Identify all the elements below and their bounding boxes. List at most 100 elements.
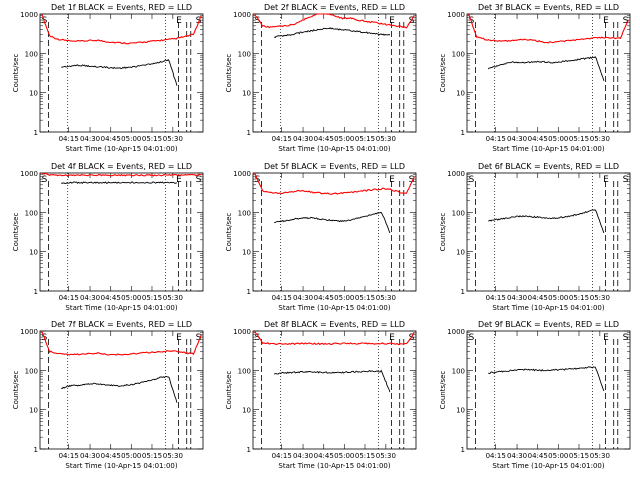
det-8-x-tick-label: 05:30 [376, 452, 396, 460]
det-9-marker-s: S [469, 333, 475, 343]
det-2-lld-series-line [254, 13, 415, 29]
det-2-marker-s: S [255, 16, 261, 26]
det-7-y-tick-label: 1 [34, 446, 38, 454]
det-6-y-tick-label: 100 [452, 209, 465, 217]
det-1-x-axis-label: Start Time (10-Apr-15 04:01:00) [65, 145, 177, 153]
det-9-x-tick-label: 05:30 [590, 452, 610, 460]
det-1-y-axis-label: Counts/sec [12, 54, 20, 93]
det-6-x-tick-label: 04:15 [486, 294, 506, 302]
det-5-x-tick-label: 04:15 [272, 294, 292, 302]
det-6-y-tick-label: 1000 [447, 170, 465, 178]
det-6-y-tick-label: 1 [461, 288, 465, 296]
det-9-plot-frame [466, 330, 631, 450]
det-3-y-axis-label: Counts/sec [439, 54, 447, 93]
det-8-title: Det 8f BLACK = Events, RED = LLD [264, 320, 405, 329]
det-1-y-tick-label: 1 [34, 129, 38, 137]
det-6-marker-s: S [623, 175, 629, 185]
det-3-plot-frame [466, 13, 631, 133]
det-6-y-axis-label: Counts/sec [439, 213, 447, 252]
det-3-x-tick-label: 05:00 [548, 135, 568, 143]
det-8-marker-s: S [255, 333, 261, 343]
det-9-x-tick-label: 05:15 [569, 452, 589, 460]
det-2-x-tick-label: 05:30 [376, 135, 396, 143]
det-6-y-tick-label: 10 [456, 249, 465, 257]
det-8-plot-frame [252, 330, 417, 450]
det-1-x-tick-label: 05:00 [121, 135, 141, 143]
det-9-y-tick-label: 1 [461, 446, 465, 454]
det-4-lld-series-line [41, 172, 202, 177]
det-9-events-series-line [488, 366, 605, 392]
det-7-x-axis-label: Start Time (10-Apr-15 04:01:00) [65, 462, 177, 470]
det-5-y-tick-label: 100 [238, 209, 251, 217]
det-6-x-tick-label: 04:30 [507, 294, 527, 302]
det-8-marker-s: S [409, 333, 415, 343]
det-8-y-tick-label: 1 [247, 446, 251, 454]
det-4-x-tick-label: 04:45 [101, 294, 121, 302]
det-1-x-tick-label: 04:15 [59, 135, 79, 143]
det-3-marker-e: E [603, 16, 609, 26]
det-5-marker-e: E [389, 175, 395, 185]
det-5-y-axis-label: Counts/sec [225, 213, 233, 252]
det-4-x-tick-label: 05:00 [121, 294, 141, 302]
det-5-events-series-line [274, 212, 391, 234]
det-5-plot-frame [252, 172, 417, 292]
det-2-title: Det 2f BLACK = Events, RED = LLD [264, 3, 405, 12]
det-7-y-tick-label: 10 [29, 407, 38, 415]
det-3-x-tick-label: 05:30 [590, 135, 610, 143]
det-5-y-tick-label: 1000 [233, 170, 251, 178]
det-7-x-tick-label: 04:30 [80, 452, 100, 460]
det-5-x-tick-label: 05:15 [355, 294, 375, 302]
det-8-x-tick-label: 04:45 [314, 452, 334, 460]
det-2-y-tick-label: 1 [247, 129, 251, 137]
det-6-x-tick-label: 05:00 [548, 294, 568, 302]
det-4-x-tick-label: 04:30 [80, 294, 100, 302]
det-1-x-tick-label: 04:30 [80, 135, 100, 143]
det-5-title: Det 5f BLACK = Events, RED = LLD [264, 162, 405, 171]
det-1-x-tick-label: 05:15 [142, 135, 162, 143]
det-2-events-series-line [273, 27, 391, 39]
det-1-x-tick-label: 05:30 [163, 135, 183, 143]
det-1-marker-e: E [176, 16, 182, 26]
det-3-x-axis-label: Start Time (10-Apr-15 04:01:00) [492, 145, 604, 153]
det-8-y-tick-label: 100 [238, 367, 251, 375]
det-9-x-tick-label: 05:00 [548, 452, 568, 460]
det-9-marker-s: S [623, 333, 629, 343]
det-6-x-axis-label: Start Time (10-Apr-15 04:01:00) [492, 304, 604, 312]
det-8-y-tick-label: 1000 [233, 328, 251, 336]
det-4-plot-frame [39, 172, 204, 292]
det-4-marker-s: S [196, 175, 202, 185]
det-9-marker-e: E [603, 333, 609, 343]
det-9-x-tick-label: 04:45 [528, 452, 548, 460]
det-5-x-axis-label: Start Time (10-Apr-15 04:01:00) [278, 304, 390, 312]
det-8-y-axis-label: Counts/sec [225, 371, 233, 410]
det-1-y-tick-label: 100 [25, 50, 38, 58]
det-1-x-tick-label: 04:45 [101, 135, 121, 143]
det-8-x-tick-label: 05:15 [355, 452, 375, 460]
det-3-x-tick-label: 05:15 [569, 135, 589, 143]
det-4-x-tick-label: 05:30 [163, 294, 183, 302]
det-9-y-tick-label: 100 [452, 367, 465, 375]
det-6-events-series-line [488, 209, 605, 234]
det-7-x-tick-label: 05:30 [163, 452, 183, 460]
det-2-x-tick-label: 05:15 [355, 135, 375, 143]
det-4-y-tick-label: 10 [29, 249, 38, 257]
det-3-y-tick-label: 100 [452, 50, 465, 58]
det-9-y-axis-label: Counts/sec [439, 371, 447, 410]
det-8-lld-series-line [254, 330, 415, 346]
det-8-x-axis-label: Start Time (10-Apr-15 04:01:00) [278, 462, 390, 470]
det-4-y-tick-label: 1 [34, 288, 38, 296]
det-7-x-tick-label: 05:00 [121, 452, 141, 460]
det-3-y-tick-label: 1 [461, 129, 465, 137]
det-1-y-tick-label: 1000 [20, 11, 38, 19]
det-8-x-tick-label: 04:30 [293, 452, 313, 460]
det-8-marker-e: E [389, 333, 395, 343]
det-5-y-tick-label: 10 [242, 249, 251, 257]
det-3-x-tick-label: 04:45 [528, 135, 548, 143]
det-5-lld-series-line [254, 172, 415, 195]
det-7-x-tick-label: 04:15 [59, 452, 79, 460]
det-1-lld-series-line [41, 13, 202, 45]
det-7-y-tick-label: 1000 [20, 328, 38, 336]
det-3-lld-series-line [468, 13, 629, 44]
det-7-lld-series-line [41, 330, 202, 356]
